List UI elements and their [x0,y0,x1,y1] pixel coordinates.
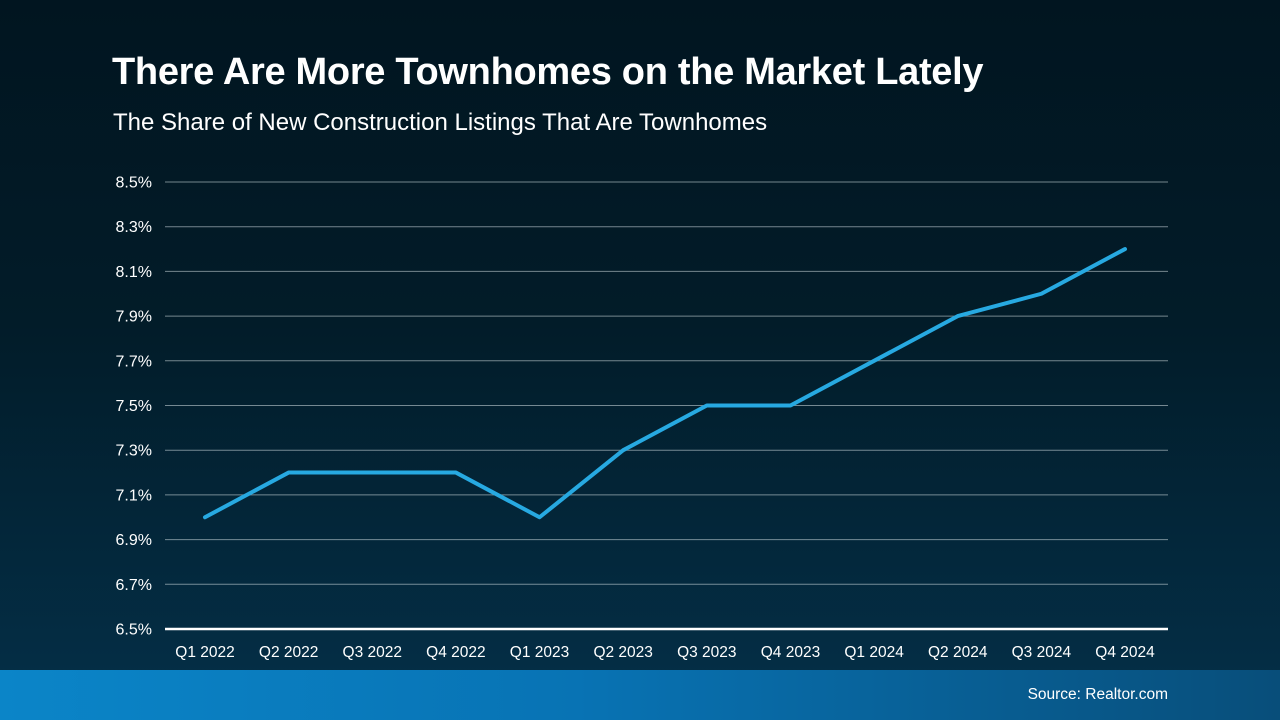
y-tick-label: 6.9% [116,532,152,549]
page-title: There Are More Townhomes on the Market L… [112,51,984,93]
y-tick-label: 7.5% [116,398,152,415]
y-tick-label: 8.5% [116,175,152,192]
x-tick-label: Q1 2024 [844,644,904,661]
y-tick-label: 6.5% [116,622,152,639]
trend-line [203,247,1127,520]
x-tick-label: Q4 2024 [1095,644,1155,661]
y-tick-label: 7.1% [116,487,152,504]
footer-bar: Source: Realtor.com [0,670,1280,720]
x-tick-label: Q2 2022 [259,644,318,661]
y-tick-label: 6.7% [116,577,152,594]
x-tick-label: Q1 2022 [175,644,234,661]
x-tick-label: Q3 2023 [677,644,736,661]
page-subtitle: The Share of New Construction Listings T… [113,109,768,136]
y-tick-label: 8.3% [116,219,152,236]
x-tick-label: Q2 2023 [593,644,652,661]
y-tick-label: 8.1% [116,264,152,281]
x-tick-label: Q4 2022 [426,644,485,661]
x-tick-label: Q2 2024 [928,644,988,661]
x-tick-label: Q3 2022 [343,644,402,661]
y-tick-label: 7.9% [116,309,152,326]
x-tick-label: Q1 2023 [510,644,569,661]
y-tick-label: 7.3% [116,443,152,460]
x-tick-label: Q3 2024 [1012,644,1072,661]
y-tick-label: 7.7% [116,353,152,370]
source-attribution: Source: Realtor.com [1027,686,1168,703]
x-tick-label: Q4 2023 [761,644,820,661]
